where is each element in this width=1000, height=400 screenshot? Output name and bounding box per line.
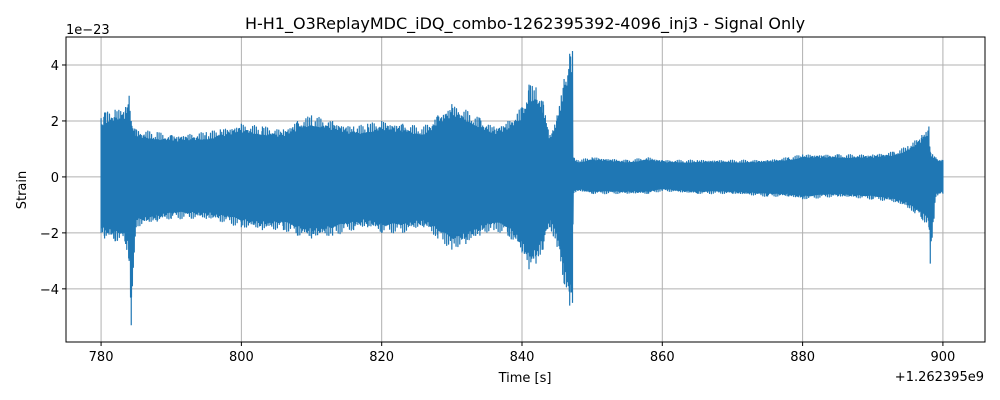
plot-frame (65, 36, 986, 343)
x-tick-label: 820 (369, 350, 394, 365)
x-tick-label: 840 (510, 350, 535, 365)
chart-title: H-H1_O3ReplayMDC_iDQ_combo-1262395392-40… (245, 14, 805, 34)
x-offset-label: +1.262395e9 (895, 370, 984, 385)
x-tick-label: 800 (229, 350, 254, 365)
y-scale-label: 1e−23 (66, 23, 110, 38)
x-tick-label: 780 (89, 350, 114, 365)
y-tick-label: 4 (51, 59, 59, 74)
y-axis-label: Strain (15, 171, 30, 210)
strain-signal-line (100, 50, 944, 326)
x-tick-label: 860 (650, 350, 675, 365)
y-tick-label: 0 (51, 171, 59, 186)
x-tick-label: 880 (790, 350, 815, 365)
y-tick-label: 2 (51, 115, 59, 130)
y-tick-label: −2 (40, 227, 59, 242)
x-tick-label: 900 (930, 350, 955, 365)
y-tick-label: −4 (40, 283, 59, 298)
tick-layer: 780 800 820 840 860 880 900 −4 −2 0 2 4 (40, 59, 955, 365)
series-layer (100, 50, 944, 326)
x-axis-label: Time [s] (498, 371, 552, 386)
